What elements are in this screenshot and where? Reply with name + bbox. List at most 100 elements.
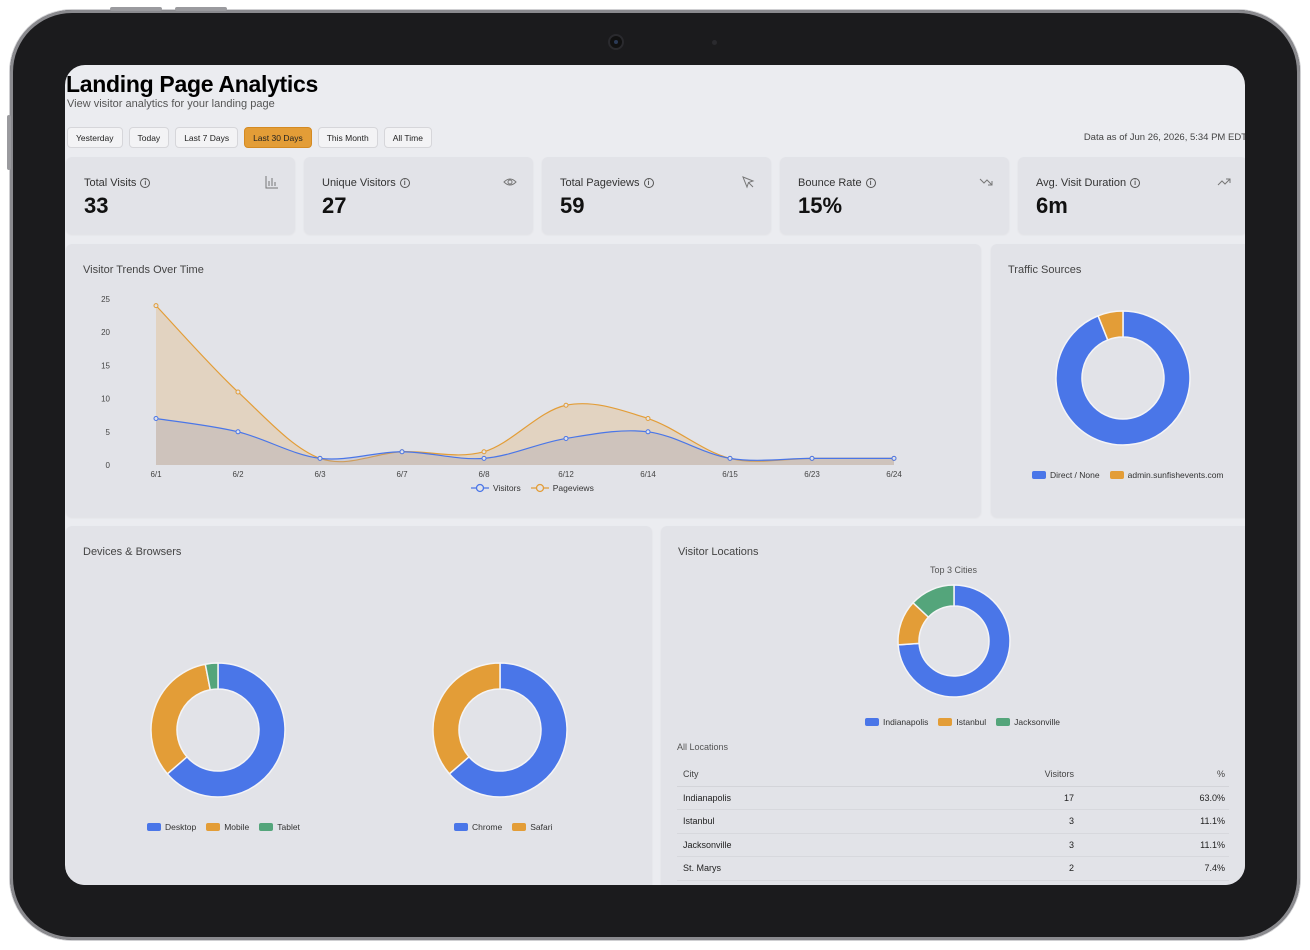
traffic-sources-chart	[1055, 310, 1191, 446]
data-point[interactable]	[727, 455, 733, 461]
y-tick-label: 5	[106, 428, 111, 437]
legend-item-mobile[interactable]: Mobile	[206, 822, 249, 832]
slice-jacksonville[interactable]	[912, 584, 955, 619]
x-tick-label: 6/24	[886, 470, 902, 479]
legend-swatch	[938, 718, 953, 726]
data-point[interactable]	[153, 416, 159, 422]
legend-item-chrome[interactable]: Chrome	[454, 822, 502, 832]
legend-line-icon	[471, 483, 489, 493]
x-tick-label: 6/14	[640, 470, 656, 479]
info-icon[interactable]: i	[399, 178, 410, 188]
series-area-pageviews	[156, 305, 894, 465]
range-last-30-days-button[interactable]: Last 30 Days	[244, 127, 312, 148]
legend-item-direct[interactable]: Direct / None	[1032, 470, 1100, 480]
data-point[interactable]	[891, 455, 897, 461]
legend-item-desktop[interactable]: Desktop	[147, 822, 196, 832]
volume-button	[110, 7, 162, 11]
series-area-visitors	[156, 418, 894, 465]
column-header-visitors[interactable]: Visitors	[902, 762, 1082, 787]
data-point[interactable]	[235, 429, 241, 435]
legend-item-visitors[interactable]: Visitors	[471, 483, 521, 493]
legend-swatch	[996, 718, 1011, 726]
cell-visitors: 3	[902, 833, 1082, 857]
legend-swatch	[865, 718, 879, 726]
info-icon[interactable]: i	[1130, 178, 1141, 188]
slice-indianapolis[interactable]	[897, 584, 1011, 698]
slice-safari[interactable]	[432, 662, 501, 775]
data-point[interactable]	[317, 455, 323, 461]
slice-admin-sunfishevents-com[interactable]	[1097, 310, 1124, 341]
slice-tablet[interactable]	[204, 662, 219, 691]
data-point[interactable]	[235, 389, 241, 395]
legend-item-istanbul[interactable]: Istanbul	[938, 717, 986, 727]
data-point[interactable]	[563, 435, 569, 441]
x-tick-label: 6/1	[150, 470, 162, 479]
legend-line-icon	[530, 483, 549, 493]
slice-chrome[interactable]	[448, 662, 568, 798]
legend-swatch	[454, 823, 468, 831]
bar-chart-icon	[265, 176, 278, 189]
legend-label: Visitors	[493, 483, 521, 493]
legend-label: Mobile	[224, 822, 250, 832]
camera-icon	[608, 34, 624, 50]
data-point[interactable]	[809, 455, 815, 461]
x-tick-label: 6/12	[558, 470, 574, 479]
top-cities-chart	[897, 584, 1011, 698]
power-button	[7, 115, 11, 170]
info-icon[interactable]: i	[643, 178, 654, 188]
cell-city: Indianapolis	[677, 786, 903, 810]
stat-label: Avg. Visit Duration	[1036, 177, 1127, 189]
data-timestamp: Data as of Jun 26, 2026, 5:34 PM EDT	[1083, 132, 1245, 143]
legend-label: Chrome	[472, 822, 503, 832]
browsers-chart	[432, 662, 568, 798]
data-point[interactable]	[153, 303, 159, 309]
stat-value: 27	[322, 193, 347, 218]
y-tick-label: 20	[101, 328, 110, 337]
data-point[interactable]	[645, 416, 651, 422]
range-this-month-button[interactable]: This Month	[317, 127, 378, 148]
devices-legend: Desktop Mobile Tablet	[147, 822, 300, 832]
y-tick-label: 0	[106, 461, 111, 470]
stat-card-total-visits: Total Visits i 33	[66, 157, 295, 234]
data-point[interactable]	[481, 455, 487, 461]
range-today-button[interactable]: Today	[128, 127, 170, 148]
range-all-time-button[interactable]: All Time	[383, 127, 432, 148]
data-point[interactable]	[645, 429, 651, 435]
visitor-locations-card: Visitor Locations Top 3 Cities Indianapo…	[661, 526, 1245, 885]
legend-item-tablet[interactable]: Tablet	[259, 822, 300, 832]
x-tick-label: 6/2	[232, 470, 244, 479]
column-header-percent[interactable]: %	[1081, 762, 1229, 787]
devices-browsers-card: Devices & Browsers Desktop Mobile Tablet…	[66, 526, 652, 885]
range-yesterday-button[interactable]: Yesterday	[67, 127, 123, 148]
slice-direct-none[interactable]	[1055, 310, 1191, 446]
slice-desktop[interactable]	[166, 662, 286, 798]
trending-up-icon	[1217, 178, 1231, 186]
column-header-city[interactable]: City	[677, 762, 903, 787]
legend-item-indianapolis[interactable]: Indianapolis	[865, 717, 928, 727]
info-icon[interactable]: i	[140, 178, 151, 188]
legend-item-safari[interactable]: Safari	[512, 822, 552, 832]
legend-swatch	[259, 823, 274, 831]
locations-table: City Visitors % Indianapolis 17 63.0% Is…	[677, 762, 1229, 881]
data-point[interactable]	[399, 449, 405, 455]
legend-item-admin-sunfishevents[interactable]: admin.sunfishevents.com	[1109, 470, 1224, 480]
cell-visitors: 3	[902, 809, 1082, 834]
legend-swatch	[206, 823, 221, 831]
legend-label: Indianapolis	[883, 717, 929, 727]
legend-item-jacksonville[interactable]: Jacksonville	[996, 717, 1060, 727]
browsers-legend: Chrome Safari	[454, 822, 552, 832]
data-point[interactable]	[481, 449, 487, 455]
table-row: Indianapolis 17 63.0%	[677, 786, 1229, 810]
date-range-selector: Yesterday Today Last 7 Days Last 30 Days…	[67, 127, 432, 148]
all-locations-title: All Locations	[677, 742, 729, 752]
table-row: Jacksonville 3 11.1%	[677, 833, 1229, 857]
data-point[interactable]	[563, 402, 569, 408]
page-subtitle: View visitor analytics for your landing …	[67, 98, 275, 110]
slice-mobile[interactable]	[150, 663, 212, 775]
cursor-icon	[742, 176, 755, 189]
trends-legend: Visitors Pageviews	[471, 483, 594, 493]
range-last-7-days-button[interactable]: Last 7 Days	[175, 127, 239, 148]
legend-item-pageviews[interactable]: Pageviews	[530, 483, 594, 493]
stat-card-avg-visit-duration: Avg. Visit Duration i 6m	[1018, 157, 1245, 234]
info-icon[interactable]: i	[865, 178, 876, 188]
